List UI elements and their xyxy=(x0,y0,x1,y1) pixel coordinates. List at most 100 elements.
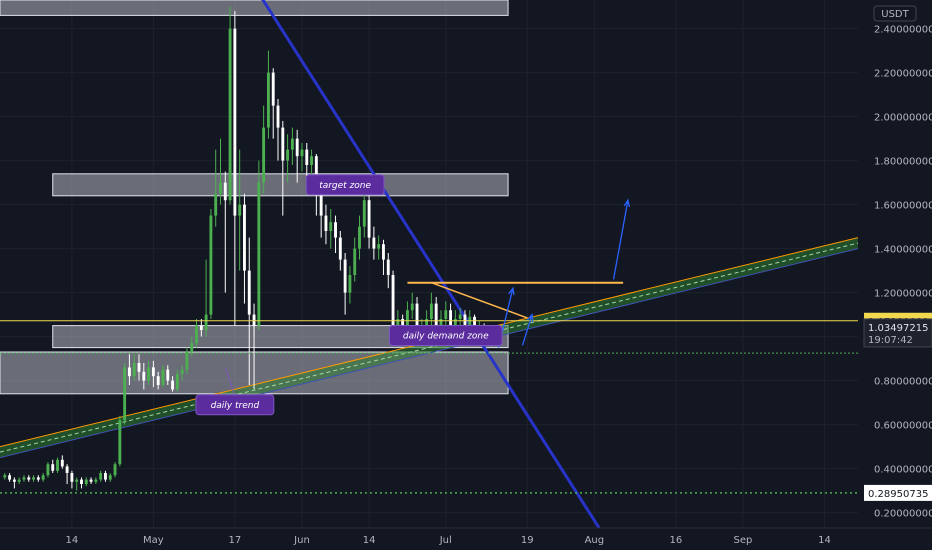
candle-body xyxy=(17,479,21,482)
candle-body xyxy=(223,182,227,201)
candle-body xyxy=(266,72,270,128)
candle-body xyxy=(80,479,83,484)
annotation-label: daily trend xyxy=(211,401,260,411)
candle-body xyxy=(290,138,294,150)
candle-body xyxy=(142,371,146,381)
x-tick-label: Jun xyxy=(293,535,310,546)
candle-body xyxy=(118,420,122,465)
candle-body xyxy=(348,275,352,293)
candle-body xyxy=(257,182,261,326)
candle-body xyxy=(473,316,476,330)
candle-body xyxy=(281,127,285,161)
price-axis-bg xyxy=(858,0,932,550)
currency-badge xyxy=(873,5,917,22)
candle-body xyxy=(12,479,16,482)
candle-body xyxy=(410,303,414,311)
candle-body xyxy=(41,475,45,480)
candle-body xyxy=(338,237,342,260)
candle-body xyxy=(458,314,462,319)
candle-body xyxy=(214,193,218,216)
candle-body xyxy=(396,319,400,326)
annotation-box xyxy=(388,325,503,346)
x-tick-label: 19 xyxy=(521,535,534,546)
x-tick-label: 14 xyxy=(66,535,79,546)
candle-body xyxy=(51,464,55,471)
candle-body xyxy=(233,28,237,216)
current-price-label: 1.03497215 xyxy=(868,323,928,334)
candle-body xyxy=(127,367,131,377)
arrow-to-target xyxy=(612,200,629,280)
time-axis-bg xyxy=(0,528,932,550)
candle-body xyxy=(156,376,160,385)
candle-body xyxy=(8,475,12,480)
zone-box xyxy=(0,0,509,16)
overlays: target zone daily demand zone daily trend xyxy=(0,174,858,494)
candle-body xyxy=(147,367,151,381)
candle-body xyxy=(329,222,333,231)
candle-body xyxy=(444,310,448,319)
candle-body xyxy=(94,479,98,482)
candle-body xyxy=(89,479,93,482)
candle-body xyxy=(425,319,429,326)
candle-body xyxy=(27,477,31,480)
arrow-to-target-head xyxy=(623,198,631,208)
candle-body xyxy=(324,215,328,231)
candle-body xyxy=(171,380,174,390)
candle-body xyxy=(228,28,232,201)
currency-label: USDT xyxy=(881,9,909,20)
candle-body xyxy=(238,204,242,216)
y-tick-label: 1.800000000 xyxy=(874,157,932,168)
candle-body xyxy=(166,369,170,381)
candle-body xyxy=(300,149,304,157)
candle-body xyxy=(56,459,59,471)
candle-body xyxy=(434,303,438,326)
candle-body xyxy=(377,244,381,249)
candle-body xyxy=(391,275,395,326)
candle-body xyxy=(353,248,357,275)
candle-body xyxy=(190,343,194,352)
current-price-tag xyxy=(863,318,932,348)
time-axis[interactable]: 14 May 17 Jun 14 Jul 19 Aug 16 Sep 14 xyxy=(0,527,932,550)
candle-body xyxy=(386,259,390,275)
grid xyxy=(0,0,858,528)
candle-body xyxy=(204,314,208,330)
candle-body xyxy=(60,459,64,467)
candle-body xyxy=(449,310,453,326)
x-tick-label: 17 xyxy=(229,535,242,546)
candle-body xyxy=(132,363,136,377)
candle-body xyxy=(276,105,280,128)
x-tick-label: Sep xyxy=(734,535,753,546)
candle-body xyxy=(415,303,419,333)
x-tick-label: May xyxy=(143,535,164,546)
candle-body xyxy=(84,479,88,484)
candle-body xyxy=(195,325,198,344)
candle-body xyxy=(429,303,433,319)
x-tick-label: Aug xyxy=(585,535,605,546)
price-tag-low-label: 0.28950735 xyxy=(868,489,928,500)
annotation-label: target zone xyxy=(319,181,371,191)
candle-body xyxy=(108,475,112,480)
candle-body xyxy=(334,222,337,238)
candle-body xyxy=(113,464,117,476)
trend-mid xyxy=(0,242,859,453)
candle-body xyxy=(180,369,184,374)
candle-body xyxy=(175,374,179,390)
y-tick-label: 2.000000000 xyxy=(874,113,932,124)
candle-body xyxy=(372,237,376,249)
triangle-line xyxy=(431,281,528,319)
x-tick-label: 16 xyxy=(669,535,682,546)
candle-body xyxy=(123,367,127,421)
x-tick-label: 14 xyxy=(363,535,376,546)
candle-body xyxy=(22,477,26,480)
candle-body xyxy=(75,479,79,482)
candle-body xyxy=(151,367,155,377)
candle-body xyxy=(199,325,203,330)
annotation-label: daily demand zone xyxy=(403,332,489,342)
candle-body xyxy=(209,215,213,315)
